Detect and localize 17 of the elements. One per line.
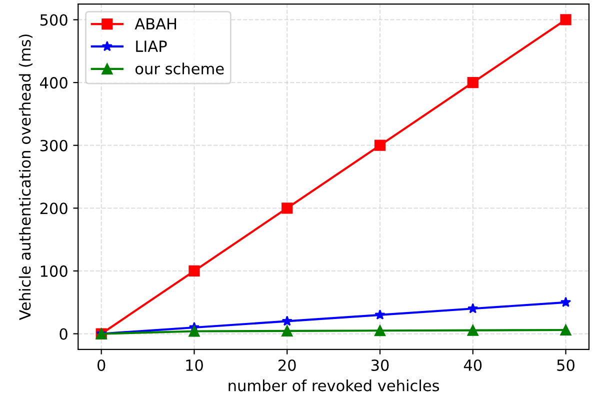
y-axis-title: Vehicle authentication overhead (ms) (18, 34, 33, 320)
y-tick-label: 100 (40, 265, 68, 277)
y-tick-label: 500 (40, 14, 68, 26)
x-tick-label: 0 (98, 359, 106, 372)
x-tick-label: 30 (371, 359, 389, 372)
x-tick-label: 10 (186, 359, 203, 372)
x-tick-label: 40 (464, 359, 482, 372)
legend-label: LIAP (136, 40, 167, 52)
x-tick-label: 20 (278, 359, 296, 372)
y-tick-label: 0 (60, 328, 68, 340)
y-tick-label: 200 (40, 202, 68, 214)
y-tick-label: 300 (40, 140, 68, 152)
x-axis-title: number of revoked vehicles (228, 380, 440, 392)
legend-label: ABAH (134, 18, 176, 30)
legend-label: our scheme (136, 62, 224, 74)
x-tick-label: 50 (557, 359, 574, 372)
y-tick-label: 400 (40, 77, 68, 89)
